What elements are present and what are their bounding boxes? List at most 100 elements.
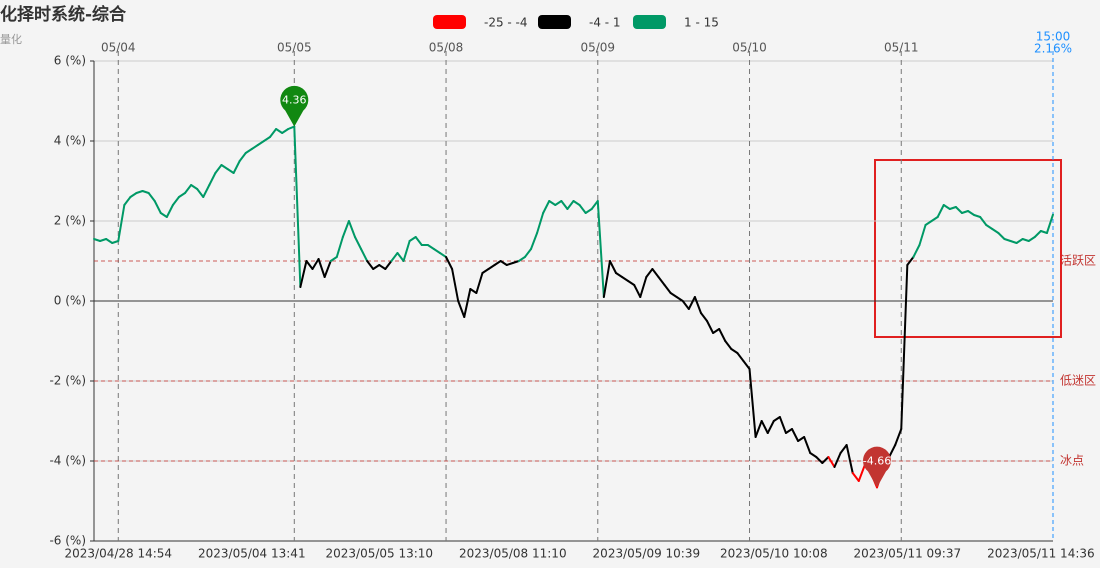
legend-swatch[interactable] bbox=[633, 15, 666, 29]
line-segment bbox=[851, 472, 860, 482]
line-segment bbox=[329, 256, 338, 262]
legend-label[interactable]: -4 - 1 bbox=[589, 16, 621, 30]
x-tick-label: 2023/05/04 13:41 bbox=[198, 547, 306, 561]
line-segment bbox=[621, 276, 630, 282]
line-segment bbox=[123, 196, 132, 206]
line-segment bbox=[839, 444, 848, 454]
line-segment bbox=[269, 128, 278, 138]
line-segment bbox=[305, 260, 314, 270]
mark-pin-label: 4.36 bbox=[282, 94, 307, 107]
line-segment bbox=[135, 190, 144, 194]
line-segment bbox=[457, 300, 466, 318]
line-segment bbox=[973, 214, 982, 218]
line-segment bbox=[730, 348, 739, 354]
line-segment bbox=[196, 188, 205, 198]
mark-line-label: 活跃区 bbox=[1060, 254, 1096, 268]
x-tick-label: 2023/04/28 14:54 bbox=[64, 547, 172, 561]
line-segment bbox=[208, 172, 217, 186]
line-segment bbox=[469, 288, 478, 294]
line-segment bbox=[1015, 238, 1024, 244]
y-tick-label: -6 (%) bbox=[49, 534, 86, 548]
line-segment bbox=[942, 204, 951, 210]
legend-label[interactable]: 1 - 15 bbox=[684, 16, 719, 30]
x-tick-label: 2023/05/10 10:08 bbox=[720, 547, 828, 561]
line-segment bbox=[445, 256, 454, 270]
chart-subtitle: 量化 bbox=[0, 32, 22, 46]
line-segment bbox=[426, 244, 435, 250]
x-tick-label: 2023/05/08 11:10 bbox=[459, 547, 567, 561]
line-segment bbox=[669, 292, 678, 298]
y-tick-label: 6 (%) bbox=[54, 54, 86, 68]
x-tick-label: 2023/05/09 10:39 bbox=[593, 547, 701, 561]
line-segment bbox=[712, 328, 721, 334]
end-time: 15:00 bbox=[1036, 30, 1071, 44]
line-segment bbox=[924, 220, 933, 226]
day-label: 05/05 bbox=[277, 41, 312, 55]
line-segment bbox=[614, 272, 624, 278]
line-segment bbox=[463, 288, 472, 318]
line-segment bbox=[505, 262, 514, 266]
legend-swatch[interactable] bbox=[433, 15, 466, 29]
line-segment bbox=[985, 224, 994, 230]
line-segment bbox=[699, 312, 709, 322]
day-label: 05/04 bbox=[101, 41, 136, 55]
line-segment bbox=[657, 276, 666, 286]
line-segment bbox=[930, 216, 939, 222]
line-segment bbox=[791, 428, 800, 442]
line-segment bbox=[517, 256, 526, 262]
line-segment bbox=[523, 248, 533, 258]
x-tick-label: 2023/05/11 14:36 bbox=[987, 547, 1095, 561]
line-segment bbox=[93, 238, 102, 242]
end-value: 2.16% bbox=[1034, 42, 1072, 56]
x-tick-label: 2023/05/11 09:37 bbox=[854, 547, 962, 561]
line-segment bbox=[256, 140, 265, 146]
y-tick-label: -4 (%) bbox=[49, 454, 86, 468]
day-label: 05/11 bbox=[884, 41, 919, 55]
line-segment bbox=[572, 200, 581, 206]
y-tick-label: -2 (%) bbox=[49, 374, 86, 388]
line-segment bbox=[499, 260, 508, 266]
line-segment bbox=[584, 208, 593, 214]
mark-pin-min bbox=[862, 446, 891, 488]
line-segment bbox=[1045, 213, 1054, 234]
line-segment bbox=[536, 212, 545, 234]
line-segment bbox=[900, 264, 909, 430]
line-segment bbox=[493, 260, 502, 266]
line-segment bbox=[845, 444, 854, 474]
line-segment bbox=[202, 184, 211, 198]
line-segment bbox=[1021, 238, 1030, 242]
line-segment bbox=[1033, 230, 1042, 238]
line-segment bbox=[287, 125, 296, 130]
line-segment bbox=[511, 260, 520, 264]
line-segment bbox=[954, 206, 963, 214]
line-segment bbox=[335, 236, 344, 258]
line-segment bbox=[772, 416, 781, 422]
line-segment bbox=[888, 444, 897, 458]
line-segment bbox=[778, 416, 787, 434]
line-segment bbox=[857, 464, 866, 482]
line-segment bbox=[432, 248, 441, 254]
line-segment bbox=[438, 252, 448, 258]
line-segment bbox=[184, 184, 193, 194]
line-segment bbox=[821, 456, 830, 464]
line-segment bbox=[117, 204, 126, 242]
legend-label[interactable]: -25 - -4 bbox=[484, 16, 528, 30]
line-segment bbox=[153, 200, 162, 214]
line-segment bbox=[918, 224, 927, 246]
line-segment bbox=[481, 268, 490, 274]
legend-swatch[interactable] bbox=[538, 15, 571, 29]
mark-line-label: 冰点 bbox=[1060, 454, 1084, 468]
mark-pin-label: -4.66 bbox=[863, 454, 891, 467]
line-segment bbox=[724, 340, 733, 350]
line-segment bbox=[833, 452, 842, 468]
line-segment bbox=[784, 428, 794, 434]
chart-title: 化择时系统-综合 bbox=[0, 4, 127, 25]
line-segment bbox=[390, 252, 399, 262]
line-segment bbox=[414, 236, 423, 246]
mark-pin-max bbox=[280, 85, 309, 127]
day-label: 05/08 bbox=[429, 41, 464, 55]
line-segment bbox=[894, 428, 903, 446]
line-segment bbox=[554, 200, 563, 206]
line-segment bbox=[366, 260, 375, 270]
line-segment bbox=[147, 192, 156, 202]
